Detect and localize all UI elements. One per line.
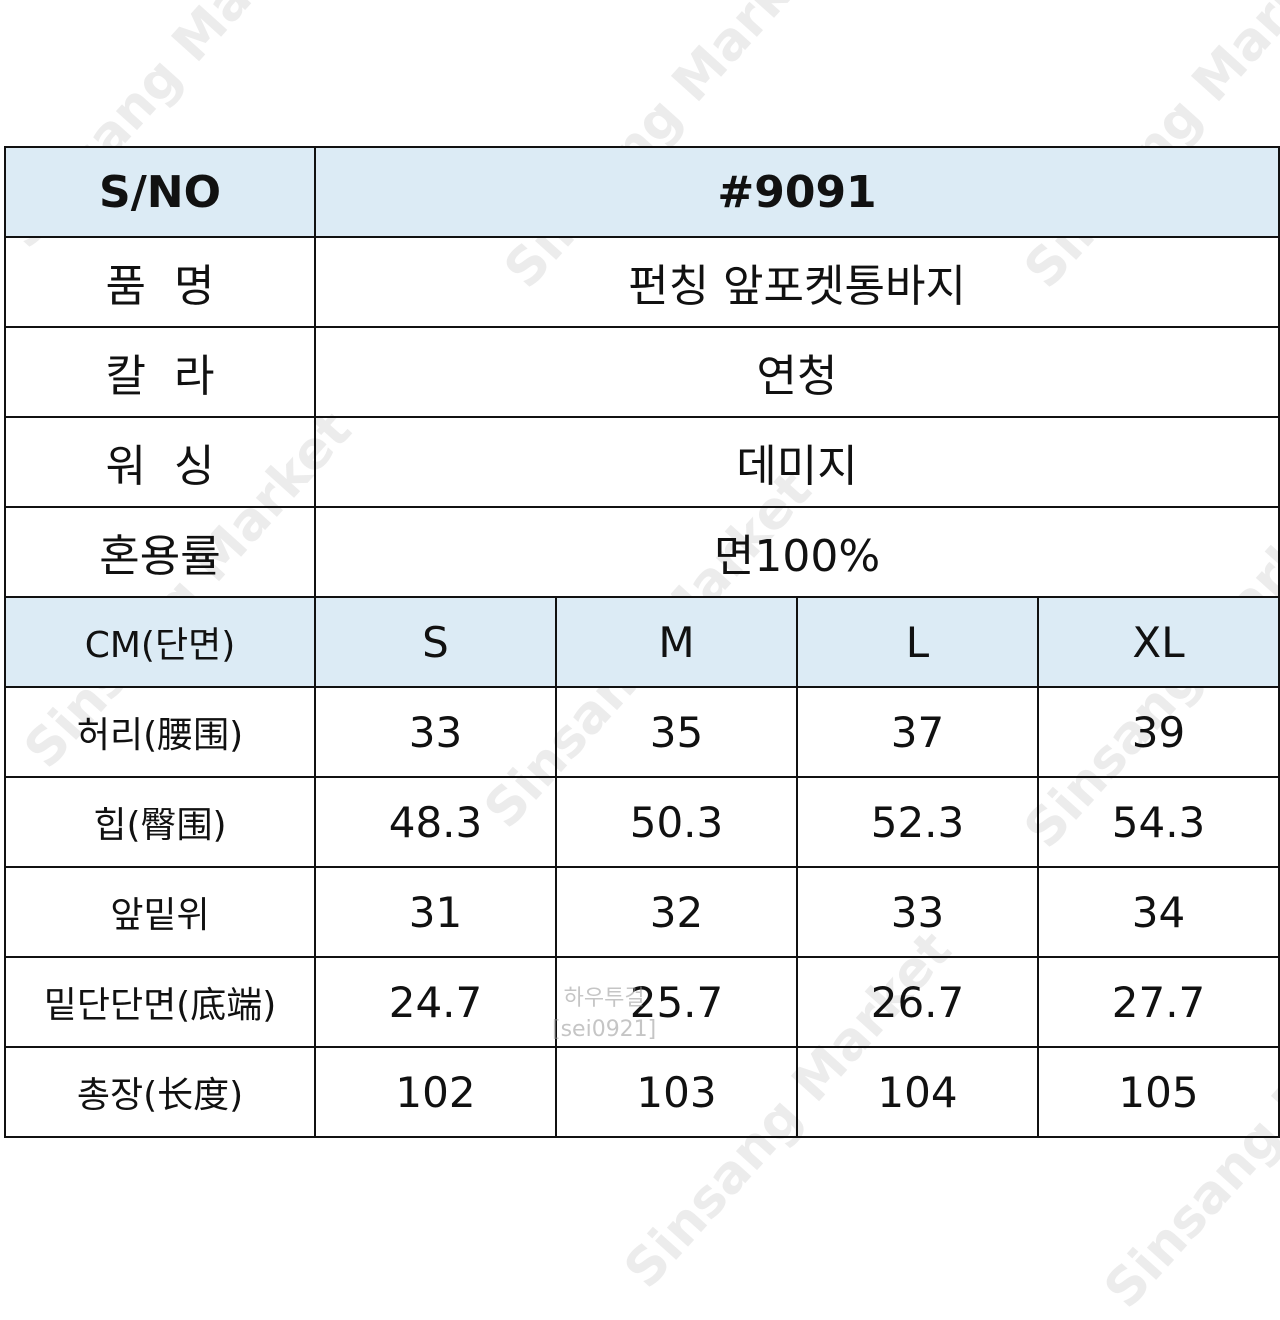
waist-xl: 39 xyxy=(1036,686,1280,778)
seller-watermark: 하우투걸 [sei0921] xyxy=(552,984,656,1046)
washing-label: 워 싱 xyxy=(4,416,316,508)
length-s: 102 xyxy=(314,1046,557,1138)
hem-label: 밑단단면(底端) xyxy=(4,956,316,1048)
length-row: 총장(长度) 102 103 104 105 xyxy=(4,1046,1280,1138)
waist-label: 허리(腰围) xyxy=(4,686,316,778)
color-label: 칼 라 xyxy=(4,326,316,418)
size-xl-header: XL xyxy=(1036,596,1280,688)
washing-value: 데미지 xyxy=(313,416,1280,508)
product-name-row: 품 명 펀칭 앞포켓통바지 xyxy=(4,236,1280,328)
size-spec-table: S/NO #9091 품 명 펀칭 앞포켓통바지 칼 라 연청 워 싱 데미지 … xyxy=(4,146,1280,1138)
size-header-row: CM(단면) S M L XL xyxy=(4,596,1280,688)
hip-label: 힙(臀围) xyxy=(4,776,316,868)
hip-l: 52.3 xyxy=(796,776,1039,868)
front-rise-s: 31 xyxy=(314,866,557,958)
color-row: 칼 라 연청 xyxy=(4,326,1280,418)
length-m: 103 xyxy=(555,1046,798,1138)
hem-m: 25.7 xyxy=(555,956,798,1048)
length-xl: 105 xyxy=(1036,1046,1280,1138)
style-number-row: S/NO #9091 xyxy=(4,146,1280,238)
composition-label: 혼용률 xyxy=(4,506,316,598)
hip-s: 48.3 xyxy=(314,776,557,868)
front-rise-m: 32 xyxy=(555,866,798,958)
hem-s: 24.7 xyxy=(314,956,557,1048)
size-l-header: L xyxy=(796,596,1039,688)
length-label: 총장(长度) xyxy=(4,1046,316,1138)
seller-id: [sei0921] xyxy=(552,1016,657,1042)
hip-m: 50.3 xyxy=(555,776,798,868)
composition-value: 면100% xyxy=(313,506,1280,598)
style-number-label: S/NO xyxy=(4,146,316,238)
waist-m: 35 xyxy=(555,686,798,778)
front-rise-row: 앞밑위 31 32 33 34 xyxy=(4,866,1280,958)
waist-s: 33 xyxy=(314,686,557,778)
product-name-value: 펀칭 앞포켓통바지 xyxy=(313,236,1280,328)
size-m-header: M xyxy=(555,596,798,688)
unit-label: CM(단면) xyxy=(4,596,316,688)
hem-row: 밑단단면(底端) 24.7 25.7 26.7 27.7 xyxy=(4,956,1280,1048)
waist-row: 허리(腰围) 33 35 37 39 xyxy=(4,686,1280,778)
front-rise-l: 33 xyxy=(796,866,1039,958)
hem-l: 26.7 xyxy=(796,956,1039,1048)
color-value: 연청 xyxy=(313,326,1280,418)
front-rise-label: 앞밑위 xyxy=(4,866,316,958)
size-s-header: S xyxy=(314,596,557,688)
waist-l: 37 xyxy=(796,686,1039,778)
composition-row: 혼용률 면100% xyxy=(4,506,1280,598)
front-rise-xl: 34 xyxy=(1036,866,1280,958)
seller-name: 하우투걸 xyxy=(563,986,645,1011)
washing-row: 워 싱 데미지 xyxy=(4,416,1280,508)
product-name-label: 품 명 xyxy=(4,236,316,328)
hem-xl: 27.7 xyxy=(1036,956,1280,1048)
hip-xl: 54.3 xyxy=(1036,776,1280,868)
style-number-value: #9091 xyxy=(313,146,1280,238)
length-l: 104 xyxy=(796,1046,1039,1138)
hip-row: 힙(臀围) 48.3 50.3 52.3 54.3 xyxy=(4,776,1280,868)
